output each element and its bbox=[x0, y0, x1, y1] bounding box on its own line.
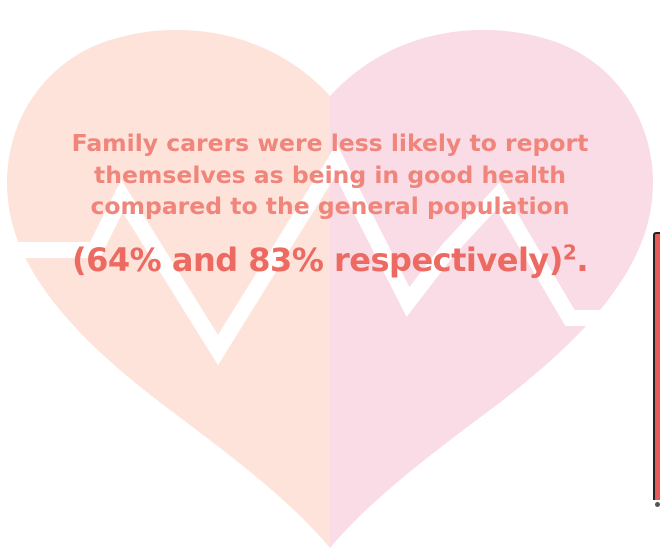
footnote-ref: 2 bbox=[562, 239, 577, 264]
edge-panel-dot bbox=[655, 502, 660, 507]
stat-figures: (64% and 83% respectively)2. bbox=[72, 239, 588, 279]
stat-statement: Family carers were less likely to report… bbox=[71, 129, 589, 220]
stat-figures-text: (64% and 83% respectively) bbox=[72, 240, 563, 279]
edge-panel bbox=[653, 232, 660, 500]
stat-callout: Family carers were less likely to report… bbox=[60, 128, 600, 279]
heartbeat-line-icon bbox=[0, 143, 660, 366]
